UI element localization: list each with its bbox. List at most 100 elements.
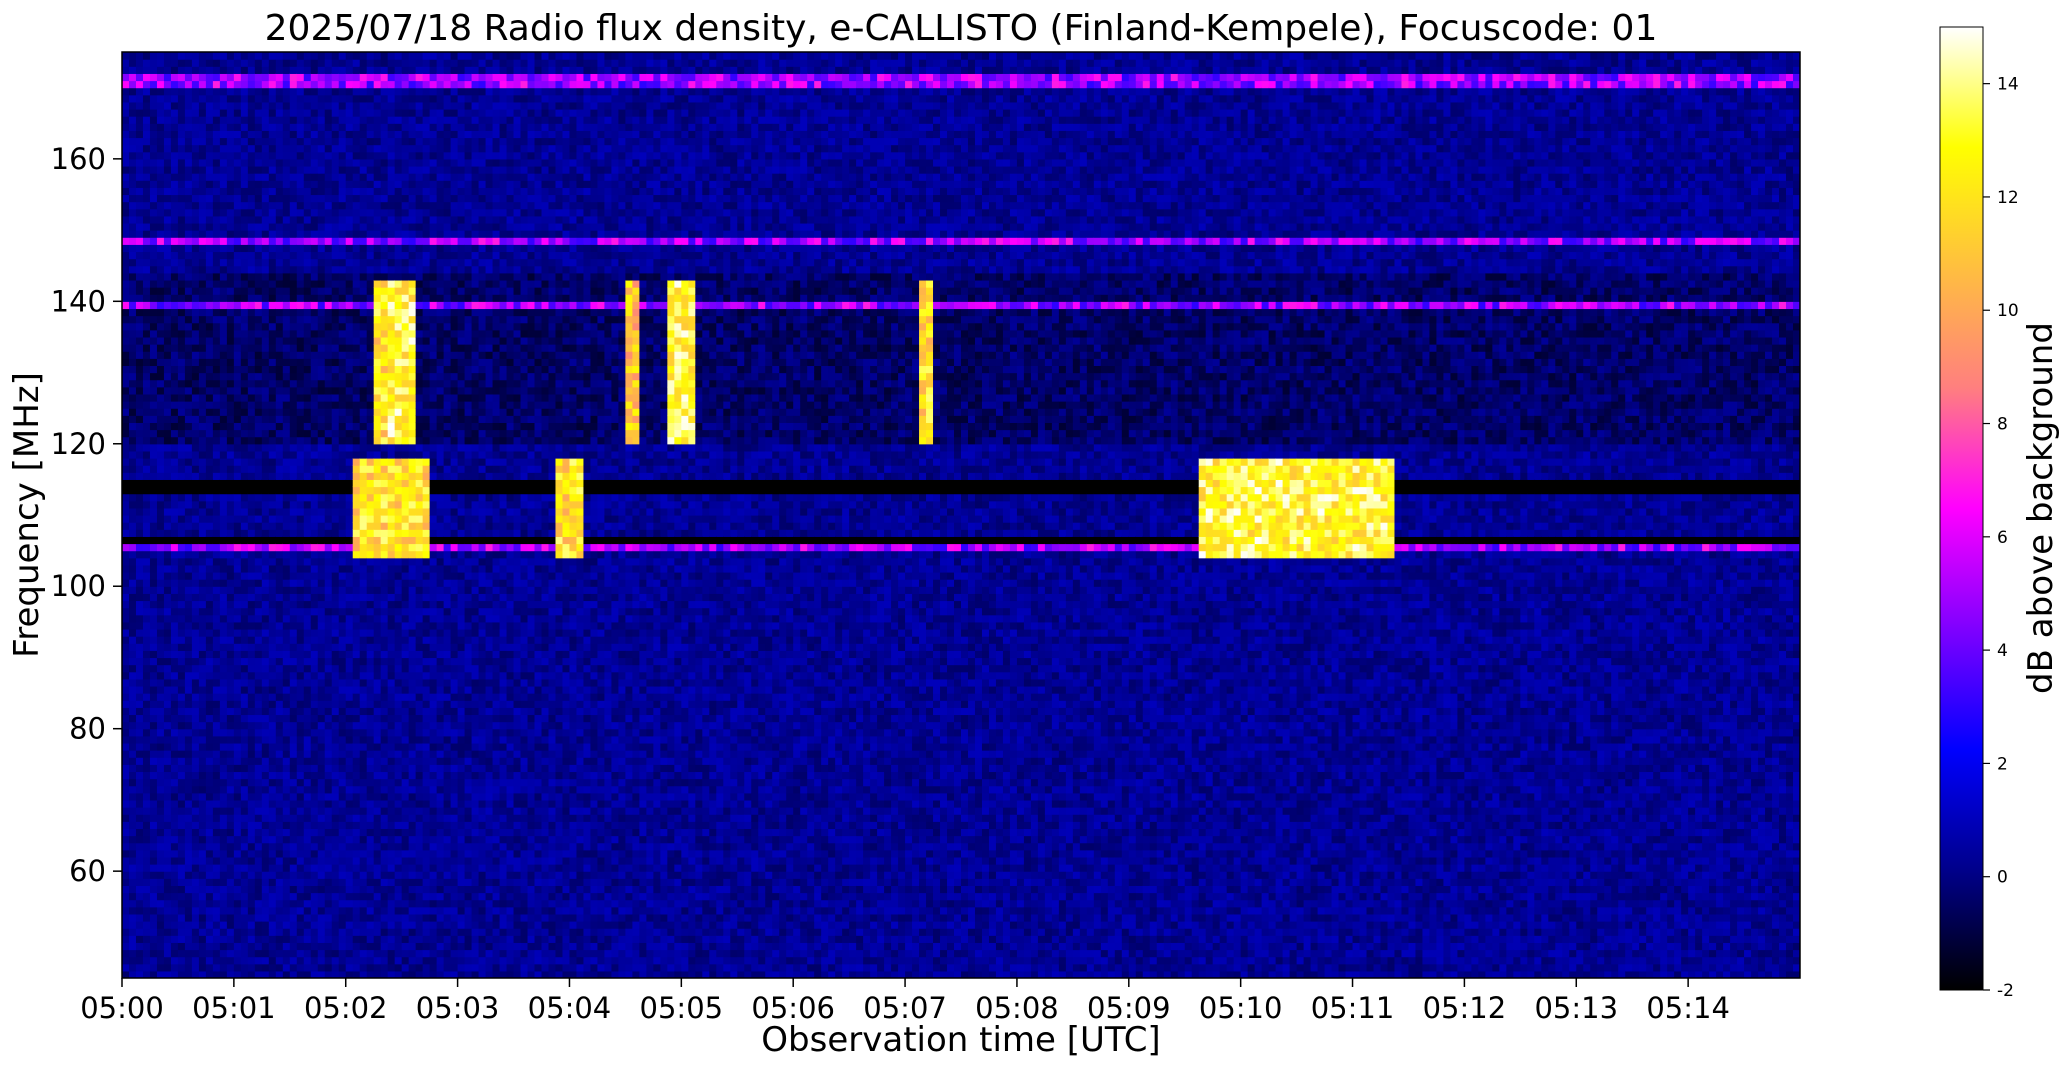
spectrogram-cell bbox=[178, 700, 186, 708]
spectrogram-cell bbox=[241, 900, 249, 908]
spectrogram-cell bbox=[157, 543, 165, 551]
spectrogram-cell bbox=[227, 900, 235, 908]
spectrogram-cell bbox=[129, 743, 137, 751]
spectrogram-cell bbox=[122, 629, 130, 637]
spectrogram-cell bbox=[164, 365, 172, 373]
spectrogram-cell bbox=[199, 857, 207, 865]
spectrogram-cell bbox=[143, 273, 151, 281]
spectrogram-cell bbox=[248, 137, 256, 145]
spectrogram-cell bbox=[276, 764, 284, 772]
spectrogram-cell bbox=[276, 600, 284, 608]
spectrogram-cell bbox=[248, 259, 256, 267]
spectrogram-cell bbox=[248, 800, 256, 808]
spectrogram-cell bbox=[129, 600, 137, 608]
spectrogram-cell bbox=[255, 202, 263, 210]
spectrogram-cell bbox=[192, 316, 200, 324]
spectrogram-cell bbox=[206, 579, 214, 587]
spectrogram-cell bbox=[206, 921, 214, 929]
spectrogram-cell bbox=[234, 287, 242, 295]
spectrogram-cell bbox=[206, 194, 214, 202]
spectrogram-cell bbox=[171, 465, 179, 473]
spectrogram-cell bbox=[220, 928, 228, 936]
spectrogram-cell bbox=[227, 672, 235, 680]
spectrogram-cell bbox=[276, 408, 284, 416]
spectrogram-cell bbox=[220, 857, 228, 865]
spectrogram-cell bbox=[143, 394, 151, 402]
spectrogram-cell bbox=[248, 885, 256, 893]
spectrogram-cell bbox=[171, 88, 179, 96]
spectrogram-cell bbox=[255, 451, 263, 459]
spectrogram-cell bbox=[248, 73, 256, 81]
spectrogram-cell bbox=[290, 771, 298, 779]
spectrogram-cell bbox=[241, 216, 249, 224]
spectrogram-cell bbox=[276, 351, 284, 359]
spectrogram-cell bbox=[185, 408, 193, 416]
spectrogram-cell bbox=[276, 736, 284, 744]
spectrogram-cell bbox=[213, 643, 221, 651]
spectrogram-cell bbox=[234, 536, 242, 544]
spectrogram-cell bbox=[269, 287, 277, 295]
spectrogram-cell bbox=[241, 786, 249, 794]
spectrogram-cell bbox=[136, 558, 144, 566]
spectrogram-cell bbox=[178, 259, 186, 267]
spectrogram-cell bbox=[241, 251, 249, 259]
spectrogram-cell bbox=[122, 736, 130, 744]
spectrogram-cell bbox=[213, 579, 221, 587]
spectrogram-cell bbox=[206, 330, 214, 338]
spectrogram-cell bbox=[164, 180, 172, 188]
spectrogram-cell bbox=[241, 907, 249, 915]
spectrogram-cell bbox=[276, 622, 284, 630]
spectrogram-cell bbox=[227, 394, 235, 402]
spectrogram-cell bbox=[248, 251, 256, 259]
spectrogram-cell bbox=[234, 237, 242, 245]
spectrogram-cell bbox=[185, 216, 193, 224]
spectrogram-cell bbox=[262, 757, 270, 765]
spectrogram-cell bbox=[199, 451, 207, 459]
spectrogram-cell bbox=[283, 373, 291, 381]
spectrogram-cell bbox=[220, 301, 228, 309]
spectrogram-cell bbox=[164, 622, 172, 630]
spectrogram-cell bbox=[234, 665, 242, 673]
spectrogram-cell bbox=[136, 123, 144, 131]
spectrogram-cell bbox=[185, 166, 193, 174]
spectrogram-cell bbox=[234, 294, 242, 302]
spectrogram-cell bbox=[234, 764, 242, 772]
spectrogram-cell bbox=[227, 821, 235, 829]
spectrogram-cell bbox=[283, 693, 291, 701]
spectrogram-cell bbox=[178, 629, 186, 637]
spectrogram-cell bbox=[227, 586, 235, 594]
spectrogram-cell bbox=[157, 408, 165, 416]
spectrogram-cell bbox=[262, 294, 270, 302]
spectrogram-cell bbox=[234, 900, 242, 908]
spectrogram-cell bbox=[150, 793, 158, 801]
spectrogram-cell bbox=[234, 194, 242, 202]
spectrogram-cell bbox=[185, 308, 193, 316]
spectrogram-cell bbox=[276, 173, 284, 181]
spectrogram-cell bbox=[283, 301, 291, 309]
spectrogram-cell bbox=[206, 494, 214, 502]
spectrogram-cell bbox=[241, 337, 249, 345]
spectrogram-cell bbox=[157, 907, 165, 915]
plot-area bbox=[122, 52, 1801, 979]
spectrogram-cell bbox=[178, 786, 186, 794]
spectrogram-cell bbox=[262, 565, 270, 573]
spectrogram-cell bbox=[213, 843, 221, 851]
spectrogram-cell bbox=[234, 266, 242, 274]
spectrogram-cell bbox=[276, 928, 284, 936]
spectrogram-cell bbox=[185, 615, 193, 623]
spectrogram-cell bbox=[290, 935, 298, 943]
spectrogram-cell bbox=[234, 487, 242, 495]
spectrogram-cell bbox=[255, 736, 263, 744]
spectrogram-cell bbox=[157, 145, 165, 153]
spectrogram-cell bbox=[164, 80, 172, 88]
spectrogram-cell bbox=[255, 615, 263, 623]
spectrogram-cell bbox=[276, 458, 284, 466]
spectrogram-cell bbox=[150, 437, 158, 445]
spectrogram-cell bbox=[248, 714, 256, 722]
spectrogram-cell bbox=[248, 351, 256, 359]
spectrogram-cell bbox=[213, 736, 221, 744]
spectrogram-cell bbox=[241, 750, 249, 758]
spectrogram-cell bbox=[157, 807, 165, 815]
spectrogram-cell bbox=[185, 451, 193, 459]
spectrogram-cell bbox=[143, 422, 151, 430]
